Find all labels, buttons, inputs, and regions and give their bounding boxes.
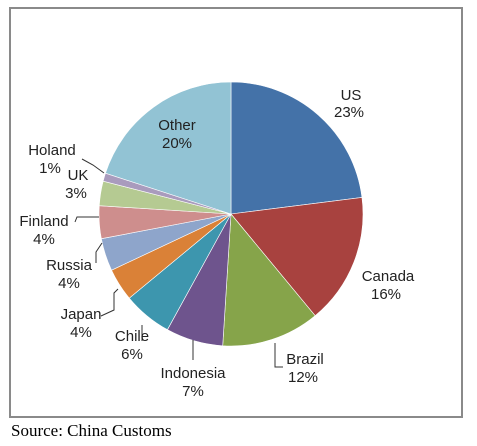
slice-label-japan: Japan xyxy=(61,306,102,323)
slice-label-indonesia: Indonesia xyxy=(160,365,226,382)
slice-value-japan: 4% xyxy=(70,324,92,341)
leader-line-japan xyxy=(100,288,119,317)
slice-label-uk: UK xyxy=(68,167,89,184)
slice-value-uk: 3% xyxy=(65,185,87,202)
pie-slice-canada xyxy=(230,197,364,317)
slice-value-canada: 16% xyxy=(371,286,401,303)
slice-label-canada: Canada xyxy=(362,268,415,285)
slice-label-brazil: Brazil xyxy=(286,351,324,368)
leader-line-brazil xyxy=(274,343,283,368)
pie-slice-us xyxy=(230,81,363,215)
slice-value-chile: 6% xyxy=(121,346,143,363)
slice-value-other: 20% xyxy=(162,135,192,152)
slice-label-us: US xyxy=(341,87,362,104)
slice-label-finland: Finland xyxy=(19,213,68,230)
slice-label-russia: Russia xyxy=(46,257,93,274)
slice-value-finland: 4% xyxy=(33,231,55,248)
slice-value-brazil: 12% xyxy=(288,369,318,386)
slice-value-holand: 1% xyxy=(39,160,61,177)
pie-slice-other xyxy=(105,81,232,215)
slice-value-russia: 4% xyxy=(58,275,80,292)
leader-line-finland xyxy=(74,216,99,223)
slice-value-us: 23% xyxy=(334,104,364,121)
leader-line-holand xyxy=(81,158,105,174)
slice-label-chile: Chile xyxy=(115,328,149,345)
pie-slice-brazil xyxy=(222,213,316,347)
source-note: Source: China Customs xyxy=(11,421,172,440)
leader-line-russia xyxy=(95,242,103,263)
slice-label-other: Other xyxy=(158,117,196,134)
slice-value-indonesia: 7% xyxy=(182,383,204,400)
slice-label-holand: Holand xyxy=(28,142,76,159)
